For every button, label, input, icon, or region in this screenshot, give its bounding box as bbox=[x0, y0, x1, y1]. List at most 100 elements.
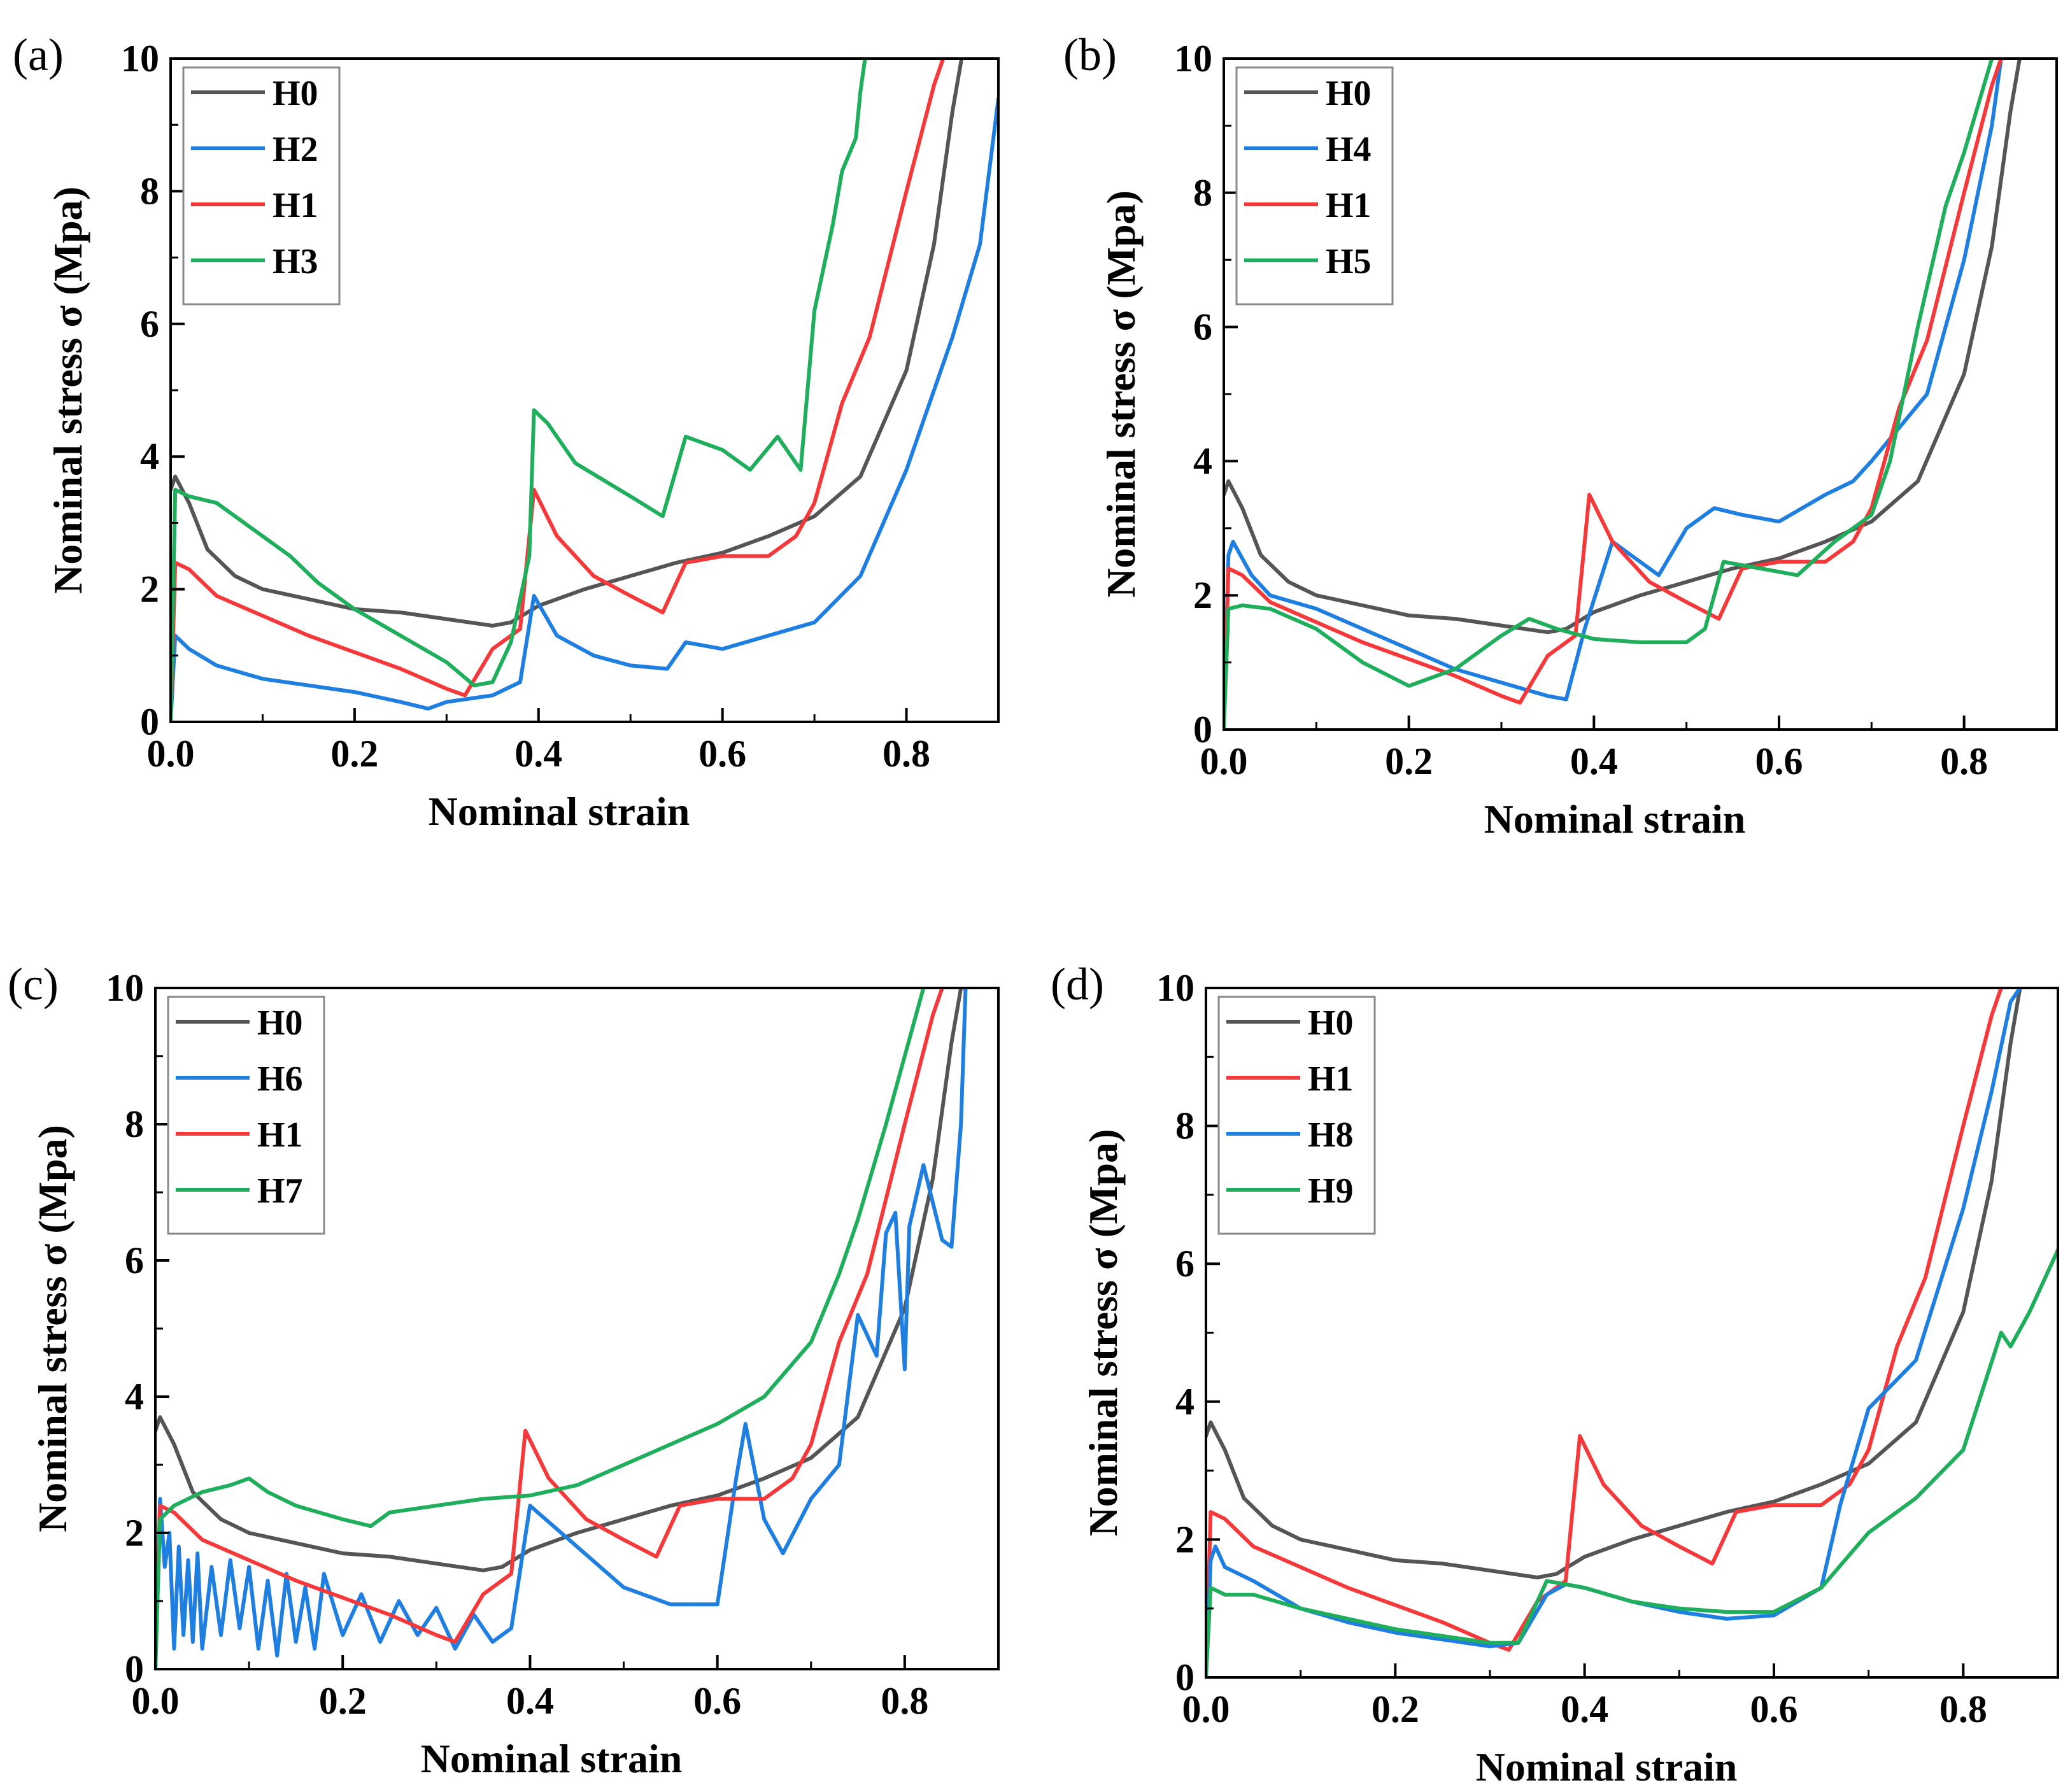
series-line-H1 bbox=[1224, 59, 2003, 730]
x-tick-label: 0.0 bbox=[1200, 740, 1248, 782]
legend-box bbox=[1235, 66, 1394, 306]
y-tick-label: 0 bbox=[140, 701, 159, 743]
series-line-H1 bbox=[155, 988, 944, 1669]
x-axis-label: Nominal strain bbox=[1476, 1744, 1738, 1789]
panel-label: (d) bbox=[1051, 959, 1104, 1010]
legend: H0 H2 H1 H3 bbox=[182, 66, 341, 306]
legend-label-H0: H0 bbox=[1308, 1003, 1354, 1043]
legend-label-H6: H6 bbox=[257, 1059, 303, 1099]
series-line-H7 bbox=[155, 988, 926, 1669]
y-tick-label: 2 bbox=[125, 1512, 144, 1554]
y-axis-label: Nominal stress σ (Mpa) bbox=[1081, 1129, 1126, 1537]
series-line-H2 bbox=[171, 96, 998, 722]
legend-label-H8: H8 bbox=[1308, 1115, 1354, 1155]
series-line-H0 bbox=[155, 988, 963, 1572]
chart-panel-0: 0.0 0.2 0.4 0.6 0.8 0 2 4 6 8 10 Nominal strain Nomi… bbox=[13, 29, 1000, 834]
panel-label: (a) bbox=[13, 29, 64, 80]
legend-label-H1: H1 bbox=[1308, 1059, 1354, 1099]
y-axis-label: Nominal stress σ (Mpa) bbox=[45, 187, 90, 594]
legend-label-H9: H9 bbox=[1308, 1171, 1354, 1211]
y-tick-label: 8 bbox=[140, 170, 159, 212]
series-line-H0 bbox=[1224, 59, 2022, 635]
series-line-H6 bbox=[155, 988, 968, 1669]
series-line-H1 bbox=[171, 59, 946, 722]
x-tick-label: 0.6 bbox=[1750, 1688, 1798, 1730]
y-tick-label: 4 bbox=[1175, 1381, 1195, 1423]
y-axis-label: Nominal stress σ (Mpa) bbox=[1098, 190, 1144, 598]
chart-panel-3: 0.0 0.2 0.4 0.6 0.8 0 2 4 6 8 10 Nominal strain Nomi… bbox=[1051, 959, 2059, 1789]
x-tick-label: 0.2 bbox=[319, 1680, 367, 1722]
y-tick-label: 0 bbox=[1175, 1656, 1195, 1698]
x-tick-label: 0.0 bbox=[147, 733, 195, 775]
legend-box bbox=[182, 66, 341, 306]
legend: H0 H6 H1 H7 bbox=[167, 996, 325, 1235]
chart-panel-2: 0.0 0.2 0.4 0.6 0.8 0 2 4 6 8 10 Nominal strain Nomi… bbox=[8, 959, 1000, 1781]
x-tick-label: 0.0 bbox=[132, 1680, 180, 1722]
series-line-H1 bbox=[1206, 988, 2003, 1677]
y-axis-label: Nominal stress σ (Mpa) bbox=[30, 1125, 75, 1532]
series-line-H3 bbox=[171, 59, 867, 722]
y-tick-label: 0 bbox=[125, 1648, 144, 1690]
legend-label-H2: H2 bbox=[273, 130, 318, 169]
chart-panel-1: 0.0 0.2 0.4 0.6 0.8 0 2 4 6 8 10 Nominal strain Nomi… bbox=[1063, 29, 2058, 842]
legend: H0 H1 H8 H9 bbox=[1217, 996, 1376, 1235]
y-tick-label: 0 bbox=[1193, 709, 1212, 751]
x-tick-label: 0.8 bbox=[881, 1680, 928, 1722]
x-tick-label: 0.8 bbox=[1939, 1688, 1987, 1730]
x-tick-label: 0.2 bbox=[1385, 740, 1433, 782]
legend-label-H3: H3 bbox=[273, 242, 318, 281]
legend-label-H4: H4 bbox=[1326, 130, 1372, 169]
y-tick-label: 2 bbox=[1175, 1518, 1195, 1560]
x-tick-label: 0.4 bbox=[514, 733, 562, 775]
legend-label-H0: H0 bbox=[257, 1003, 303, 1043]
series-line-H9 bbox=[1206, 1248, 2058, 1677]
panel-label: (c) bbox=[8, 959, 59, 1010]
series-line-H0 bbox=[171, 59, 964, 628]
x-tick-label: 0.8 bbox=[883, 733, 930, 775]
y-tick-label: 8 bbox=[1193, 172, 1212, 214]
legend-label-H1: H1 bbox=[1326, 186, 1372, 225]
series-line-H5 bbox=[1224, 59, 1994, 730]
y-tick-label: 2 bbox=[140, 568, 159, 610]
y-tick-label: 2 bbox=[1193, 574, 1212, 616]
legend-box bbox=[167, 996, 325, 1235]
legend-label-H1: H1 bbox=[257, 1115, 303, 1155]
legend: H0 H4 H1 H5 bbox=[1235, 66, 1394, 306]
y-tick-label: 6 bbox=[1175, 1243, 1195, 1285]
legend-box bbox=[1217, 996, 1376, 1235]
x-tick-label: 0.0 bbox=[1182, 1688, 1230, 1730]
x-tick-label: 0.6 bbox=[698, 733, 746, 775]
x-tick-label: 0.4 bbox=[506, 1680, 554, 1722]
y-tick-label: 8 bbox=[1175, 1105, 1195, 1147]
y-tick-label: 10 bbox=[106, 967, 144, 1009]
legend-label-H5: H5 bbox=[1326, 242, 1372, 281]
y-tick-label: 10 bbox=[121, 38, 159, 80]
y-tick-label: 4 bbox=[1193, 440, 1212, 482]
y-tick-label: 6 bbox=[125, 1239, 144, 1281]
panel-label: (b) bbox=[1063, 29, 1117, 80]
y-tick-label: 4 bbox=[140, 435, 159, 477]
x-tick-label: 0.2 bbox=[1372, 1688, 1419, 1730]
y-tick-label: 4 bbox=[125, 1376, 144, 1418]
series-line-H4 bbox=[1224, 59, 2003, 730]
legend-label-H7: H7 bbox=[257, 1171, 303, 1211]
y-tick-label: 10 bbox=[1174, 38, 1212, 80]
x-tick-label: 0.8 bbox=[1940, 740, 1988, 782]
x-tick-label: 0.6 bbox=[1755, 740, 1803, 782]
legend-label-H0: H0 bbox=[273, 74, 318, 113]
y-tick-label: 6 bbox=[140, 303, 159, 345]
x-tick-label: 0.4 bbox=[1561, 1688, 1608, 1730]
y-tick-label: 6 bbox=[1193, 306, 1212, 348]
y-tick-label: 8 bbox=[125, 1103, 144, 1145]
legend-label-H0: H0 bbox=[1326, 74, 1372, 113]
x-tick-label: 0.6 bbox=[693, 1680, 741, 1722]
series-line-H0 bbox=[1206, 988, 2022, 1579]
x-axis-label: Nominal strain bbox=[429, 789, 690, 834]
x-axis-label: Nominal strain bbox=[1484, 796, 1746, 842]
x-tick-label: 0.2 bbox=[330, 733, 378, 775]
y-tick-label: 10 bbox=[1156, 967, 1195, 1009]
x-tick-label: 0.4 bbox=[1570, 740, 1618, 782]
legend-label-H1: H1 bbox=[273, 186, 318, 225]
x-axis-label: Nominal strain bbox=[421, 1736, 683, 1781]
